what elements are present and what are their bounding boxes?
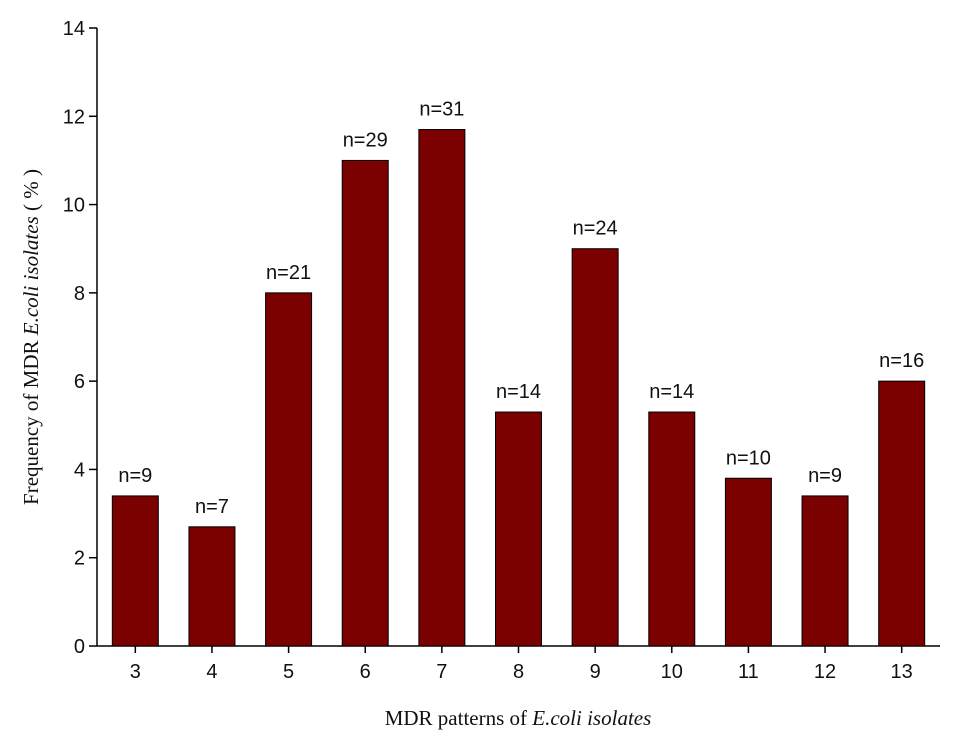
y-axis: 0 2 4 6 8 10 12 14 — [63, 18, 98, 658]
x-tick-label: 8 — [513, 661, 524, 683]
y-tick-label: 10 — [63, 195, 85, 217]
bar-data-label: n=14 — [496, 381, 541, 403]
y-tick-label: 4 — [74, 459, 85, 481]
bar-4 — [188, 526, 236, 647]
x-tick-label: 4 — [206, 661, 217, 683]
bar-data-label: n=31 — [419, 99, 464, 121]
y-axis-title: Frequency of MDR E.coli isolates ( % ) — [19, 169, 43, 505]
x-tick-label: 12 — [814, 661, 836, 683]
bar-data-label: n=16 — [879, 350, 924, 372]
y-tick-label: 12 — [63, 106, 85, 128]
bar-data-label: n=9 — [808, 465, 842, 487]
x-tick-label: 9 — [590, 661, 601, 683]
x-ticks: 3 4 5 6 7 8 9 10 11 12 13 — [130, 646, 913, 683]
y-tick-label: 8 — [74, 283, 85, 305]
bar-data-label: n=24 — [573, 218, 618, 240]
bar-10 — [648, 411, 696, 647]
bar-3 — [111, 495, 159, 647]
bar-6 — [341, 159, 389, 647]
y-tick-label: 14 — [63, 18, 85, 40]
y-ticks: 0 2 4 6 8 10 12 14 — [63, 18, 97, 658]
x-tick-label: 5 — [283, 661, 294, 683]
x-axis-title: MDR patterns of E.coli isolates — [385, 706, 652, 730]
bar-data-label: n=29 — [343, 129, 388, 151]
y-tick-label: 2 — [74, 548, 85, 570]
bar-data-label: n=10 — [726, 447, 771, 469]
y-tick-label: 0 — [74, 636, 85, 658]
x-tick-label: 7 — [436, 661, 447, 683]
bar-labels: n=9 n=7 n=21 n=29 n=31 n=14 n=24 n=14 n=10 n=9 n=1… — [118, 99, 924, 518]
bar-data-label: n=9 — [118, 465, 152, 487]
bar-data-label: n=14 — [649, 381, 694, 403]
bar-11 — [724, 477, 772, 647]
x-tick-label: 11 — [738, 661, 759, 683]
bar-9 — [571, 248, 619, 647]
bar-8 — [495, 411, 542, 647]
bar-data-label: n=7 — [195, 496, 229, 518]
bar-13 — [878, 380, 926, 647]
bar-12 — [801, 495, 849, 647]
x-tick-label: 10 — [661, 661, 683, 683]
bar-data-label: n=21 — [266, 262, 311, 284]
x-tick-label: 6 — [360, 661, 371, 683]
bars — [111, 129, 926, 647]
bar-7 — [418, 129, 466, 647]
bar-5 — [265, 292, 313, 647]
x-tick-label: 13 — [891, 661, 913, 683]
x-axis: 3 4 5 6 7 8 9 10 11 12 13 — [97, 645, 940, 683]
y-tick-label: 6 — [74, 371, 85, 393]
x-tick-label: 3 — [130, 661, 141, 683]
